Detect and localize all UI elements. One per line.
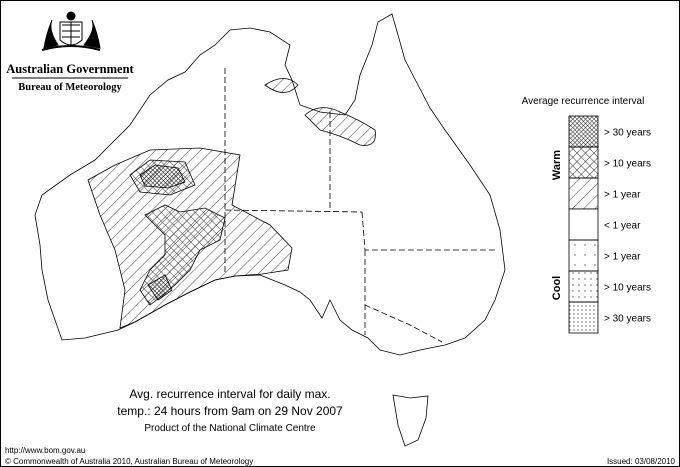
state-borders <box>224 68 497 343</box>
warm-label: Warm <box>551 150 563 180</box>
dense-region-south <box>147 274 173 301</box>
legend-label: > 30 years <box>604 128 651 139</box>
hatch-nt <box>264 78 299 93</box>
footer-url: http://www.bom.gov.au <box>5 446 85 455</box>
legend-label: > 1 year <box>604 190 641 201</box>
map <box>34 13 506 447</box>
legend-swatch <box>568 146 599 179</box>
legend-label: > 10 years <box>604 159 651 170</box>
header-title: Australian Government <box>6 62 134 76</box>
legend-swatch <box>568 270 599 303</box>
caption-line: Product of the National Climate Centre <box>144 423 316 434</box>
legend-label: > 30 years <box>604 314 651 325</box>
caption-line: temp.: 24 hours from 9am on 29 Nov 2007 <box>117 404 343 418</box>
tasmania <box>392 394 429 447</box>
coat-of-arms <box>41 11 101 51</box>
header-subtitle: Bureau of Meteorology <box>18 82 122 93</box>
legend-swatch <box>568 301 599 334</box>
legend-label: > 10 years <box>604 283 651 294</box>
hatch-qld <box>304 107 376 146</box>
legend-label: > 1 year <box>604 252 641 263</box>
legend-title: Average recurrence interval <box>522 96 645 107</box>
legend-swatch <box>568 208 599 241</box>
cool-label: Cool <box>551 276 563 300</box>
legend: > 30 years > 10 years > 1 year < 1 year > 1 … <box>568 115 651 334</box>
legend-swatch <box>568 239 599 272</box>
caption-line: Avg. recurrence interval for daily max. <box>129 387 330 401</box>
legend-label: < 1 year <box>604 221 641 232</box>
dense-region <box>139 164 186 189</box>
footer-issued: Issued: 03/08/2010 <box>607 457 676 466</box>
legend-swatch <box>568 177 599 210</box>
footer-copyright: © Commonwealth of Australia 2010, Austra… <box>5 457 253 466</box>
legend-swatch <box>568 115 599 148</box>
